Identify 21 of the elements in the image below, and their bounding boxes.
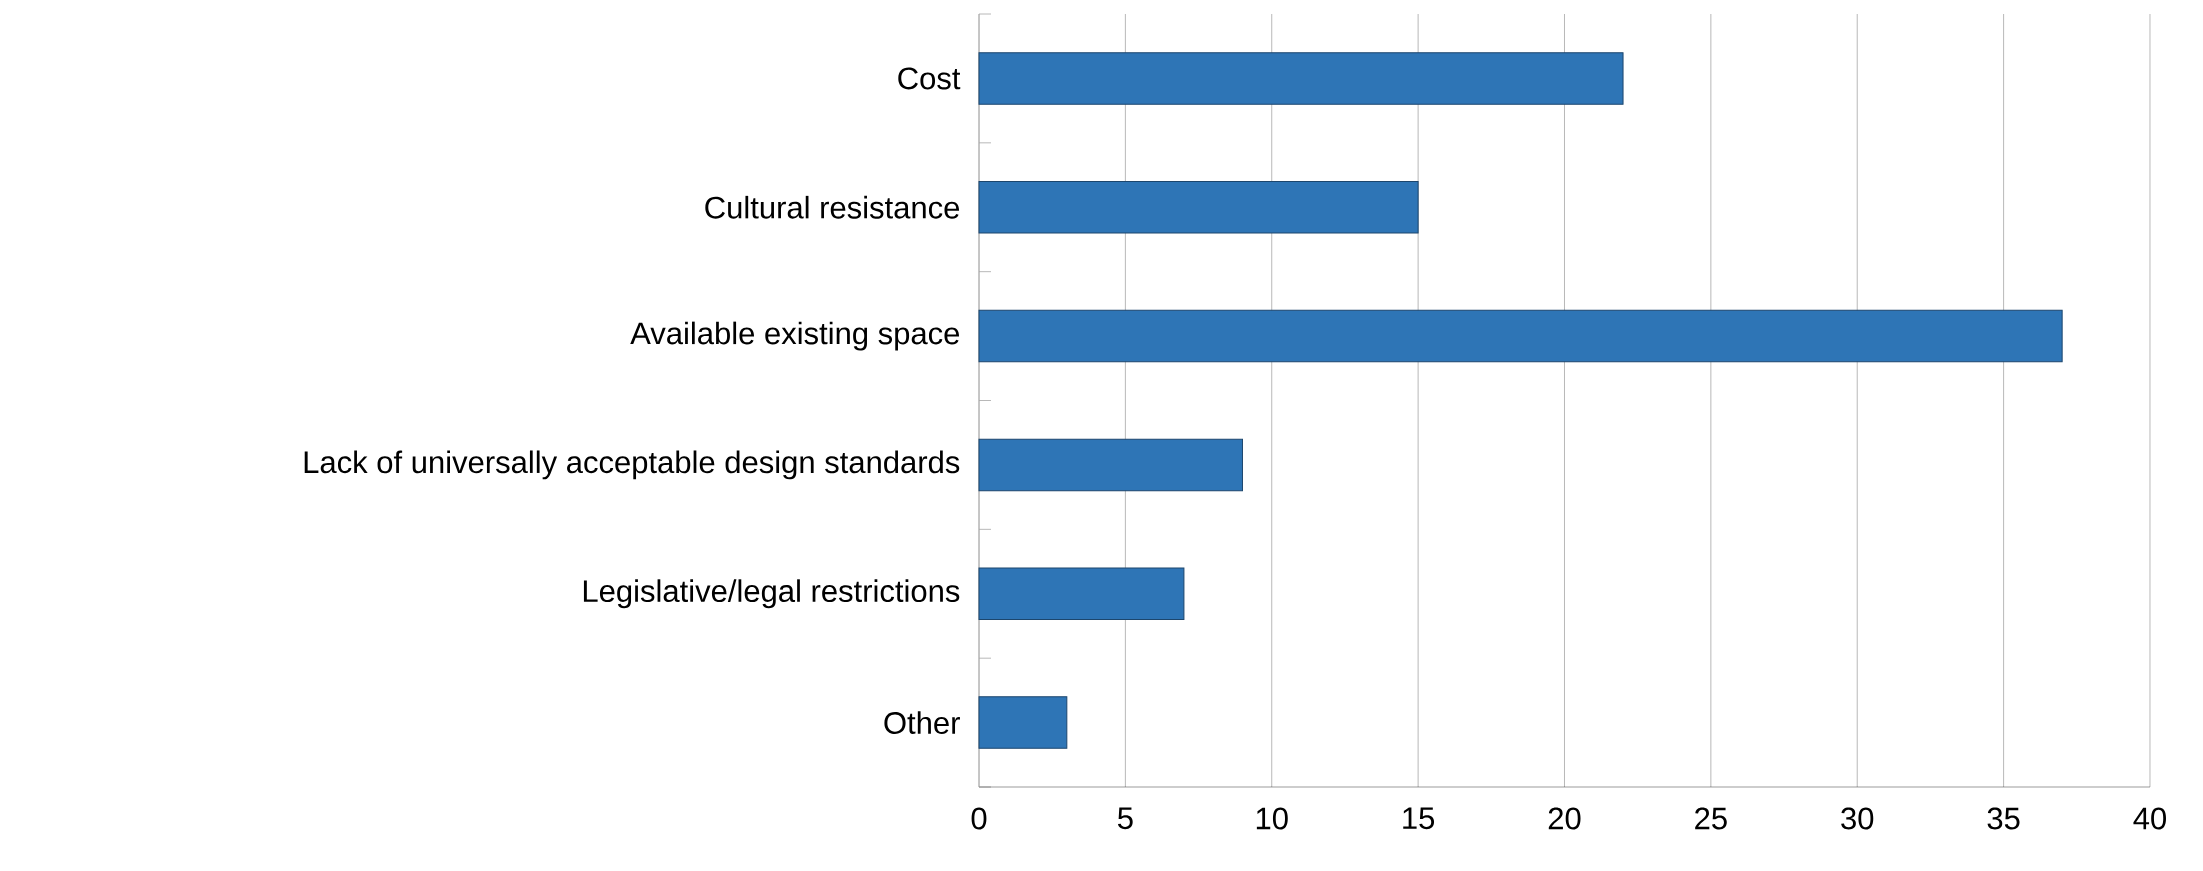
x-tick-label: 20 xyxy=(1548,807,1581,830)
x-tick-label: 25 xyxy=(1695,807,1727,830)
bar xyxy=(978,567,1185,621)
x-tick-label: 15 xyxy=(1403,807,1435,830)
x-tick-label: 0 xyxy=(971,807,987,830)
bar xyxy=(978,52,1624,105)
x-tick-label: 40 xyxy=(2133,807,2166,830)
bar xyxy=(978,309,2063,363)
x-tick-label: 5 xyxy=(1117,807,1133,830)
x-tick-label: 35 xyxy=(1987,807,2020,830)
bar xyxy=(978,438,1243,492)
y-tick-label: Available existing space xyxy=(630,321,960,351)
y-tick-label: Legislative/legal restrictions xyxy=(583,579,960,609)
y-tick-label: Lack of universally acceptable design standards xyxy=(304,450,960,480)
bar xyxy=(978,180,1419,234)
x-tick-label: 10 xyxy=(1256,807,1288,830)
x-tick-label: 30 xyxy=(1841,807,1874,830)
y-tick-label: Cost xyxy=(898,67,961,90)
bar xyxy=(978,696,1068,749)
y-tick-label: Cultural resistance xyxy=(705,195,960,219)
y-tick-label: Other xyxy=(884,711,960,734)
